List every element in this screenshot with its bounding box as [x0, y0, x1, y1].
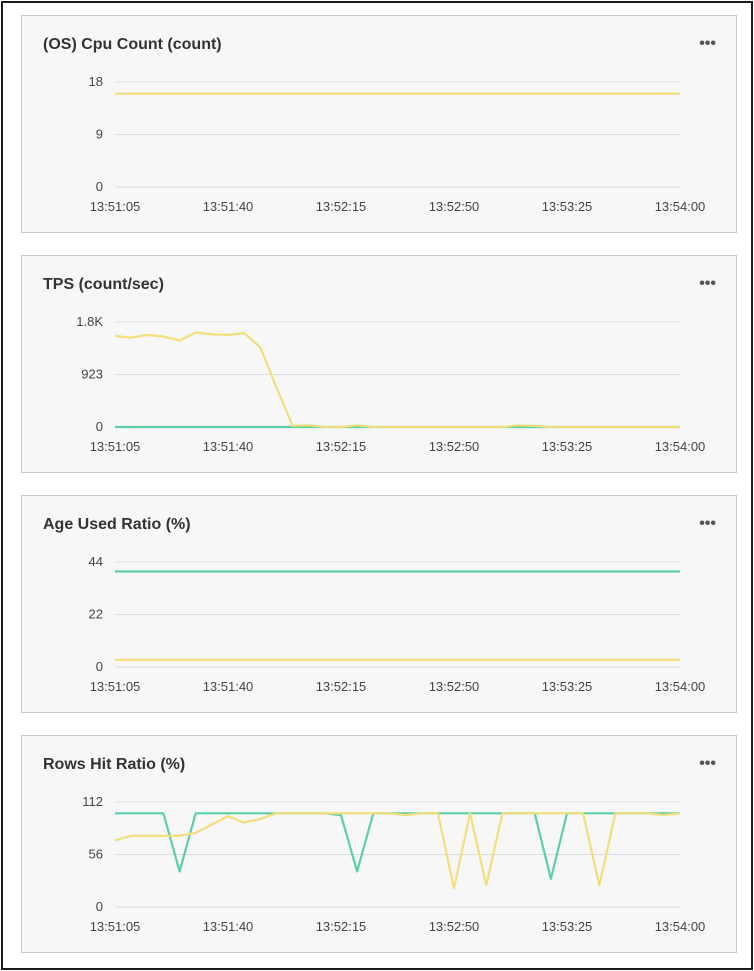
chart-tps: 1.8K 923 0 13:51:05 13:51:40 13:52:15 13:52:50… [76, 314, 706, 454]
x-tick-label: 13:54:00 [655, 439, 706, 454]
y-tick-label: 18 [89, 74, 103, 89]
chart-rows-hit-ratio: 112 56 0 13:51:05 13:51:40 13:52:15 13:52:50 13… [82, 794, 706, 934]
x-tick-label: 13:51:40 [203, 679, 254, 694]
x-tick-label: 13:51:40 [203, 919, 254, 934]
y-tick-label: 0 [96, 419, 103, 434]
more-horizontal-icon[interactable]: ••• [699, 275, 716, 292]
y-tick-label: 44 [89, 554, 103, 569]
x-tick-label: 13:52:50 [429, 679, 480, 694]
panel-tps: TPS (count/sec) ••• 1.8K 923 0 13:51:05 13:5… [21, 255, 737, 473]
x-tick-label: 13:51:40 [203, 199, 254, 214]
x-tick-label: 13:52:15 [316, 679, 367, 694]
y-tick-label: 923 [81, 367, 103, 382]
x-tick-label: 13:51:05 [90, 919, 141, 934]
x-tick-label: 13:52:15 [316, 919, 367, 934]
series-line-1 [114, 812, 681, 890]
series-line-1 [114, 331, 680, 429]
more-horizontal-icon[interactable]: ••• [699, 515, 716, 532]
x-tick-label: 13:51:05 [90, 199, 141, 214]
panel-title: TPS (count/sec) [43, 276, 164, 293]
panel-rows-hit-ratio: Rows Hit Ratio (%) ••• 112 56 0 13:51:05 13:… [21, 735, 737, 953]
x-tick-label: 13:51:05 [90, 439, 141, 454]
x-tick-label: 13:52:15 [316, 199, 367, 214]
y-tick-label: 0 [96, 179, 103, 194]
x-tick-label: 13:52:15 [316, 439, 367, 454]
x-tick-label: 13:54:00 [655, 679, 706, 694]
panel-title: (OS) Cpu Count (count) [43, 36, 222, 53]
y-tick-label: 56 [89, 847, 103, 862]
x-tick-label: 13:51:40 [203, 439, 254, 454]
panel-cpu-count: (OS) Cpu Count (count) ••• 18 9 0 13:51:05 1… [21, 15, 737, 233]
x-tick-label: 13:52:50 [429, 199, 480, 214]
panel-title: Rows Hit Ratio (%) [43, 756, 186, 773]
x-tick-label: 13:53:25 [542, 199, 593, 214]
x-tick-label: 13:53:25 [542, 919, 593, 934]
more-horizontal-icon[interactable]: ••• [699, 35, 716, 52]
panel-age-used-ratio: Age Used Ratio (%) ••• 44 22 0 13:51:05 13:5… [21, 495, 737, 713]
y-tick-label: 112 [82, 794, 103, 809]
more-horizontal-icon[interactable]: ••• [699, 755, 716, 772]
y-tick-label: 0 [96, 899, 103, 914]
y-tick-label: 9 [96, 127, 103, 142]
y-tick-label: 22 [89, 607, 103, 622]
chart-age-used-ratio: 44 22 0 13:51:05 13:51:40 13:52:15 13:52:50 13:… [89, 554, 706, 694]
y-tick-label: 0 [96, 659, 103, 674]
x-tick-label: 13:53:25 [542, 679, 593, 694]
y-tick-label: 1.8K [76, 314, 103, 329]
x-tick-label: 13:54:00 [655, 199, 706, 214]
x-tick-label: 13:54:00 [655, 919, 706, 934]
x-tick-label: 13:53:25 [542, 439, 593, 454]
chart-cpu-count: 18 9 0 13:51:05 13:51:40 13:52:15 13:52:50 13:5… [89, 74, 706, 214]
x-tick-label: 13:51:05 [90, 679, 141, 694]
x-tick-label: 13:52:50 [429, 919, 480, 934]
x-tick-label: 13:52:50 [429, 439, 480, 454]
panel-title: Age Used Ratio (%) [43, 516, 191, 533]
